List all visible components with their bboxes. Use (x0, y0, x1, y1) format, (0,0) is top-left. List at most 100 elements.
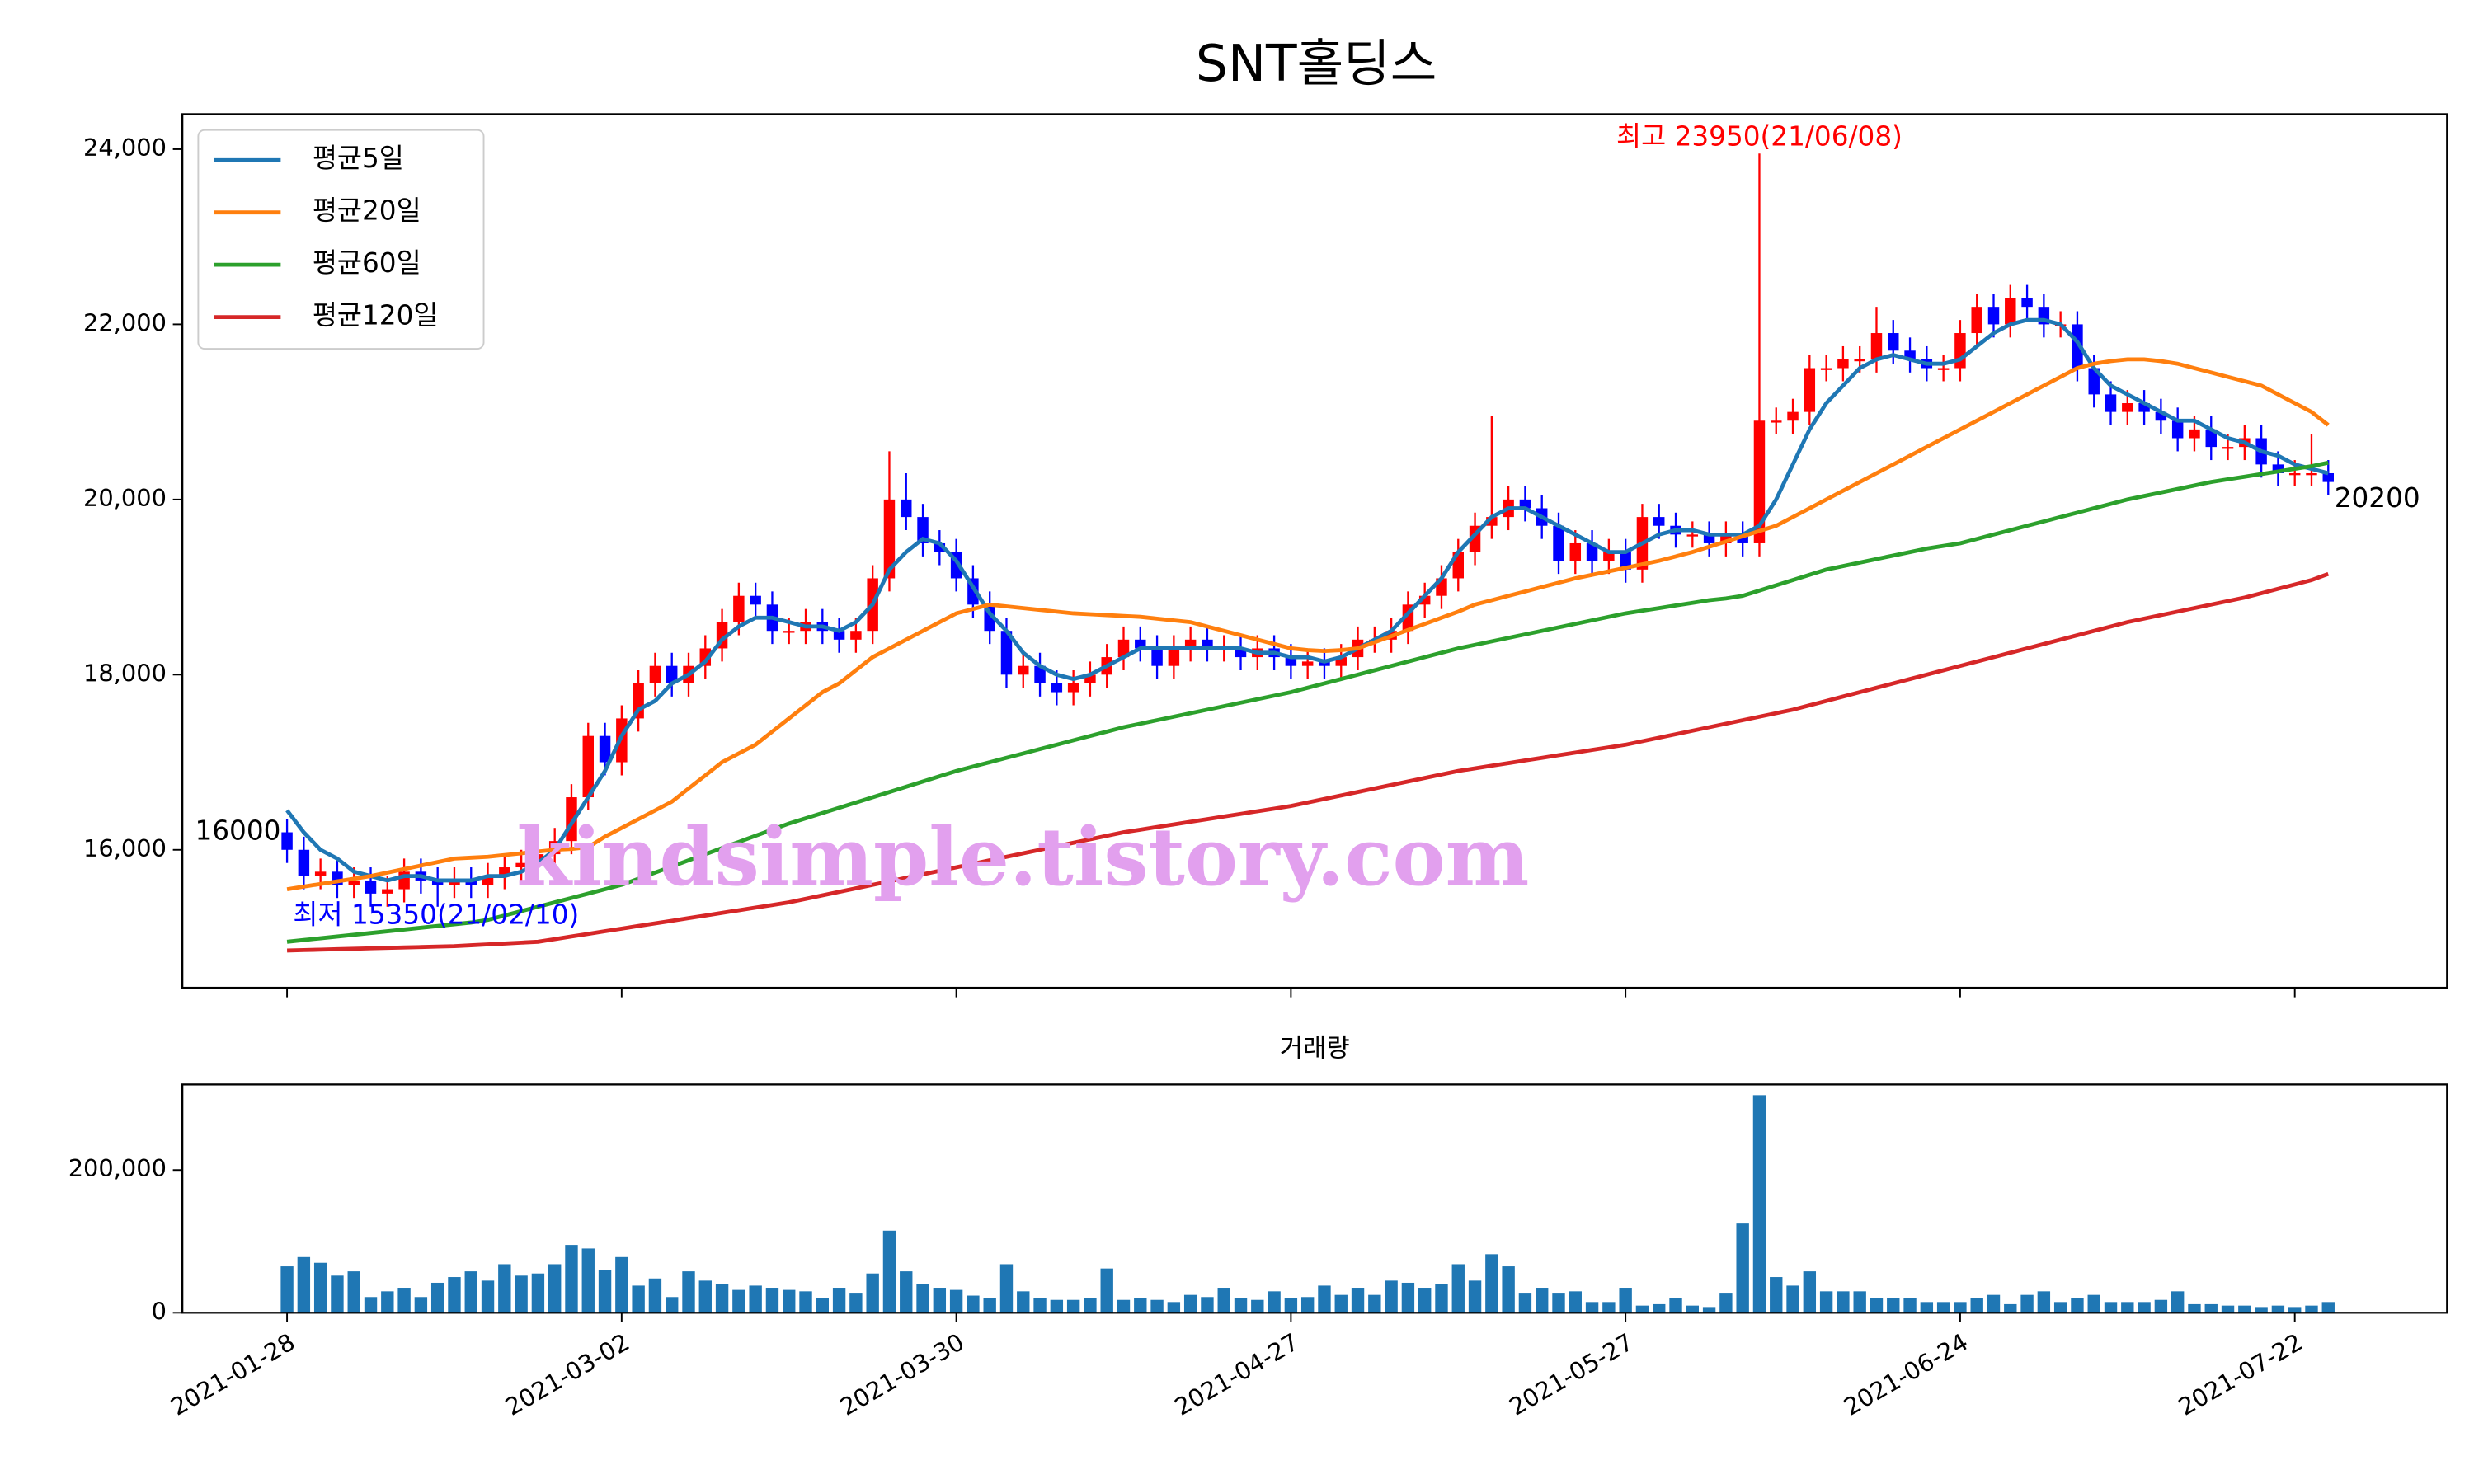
candle-body (1569, 542, 1582, 561)
candle-body (783, 631, 795, 633)
axes-frame (181, 1083, 2448, 1314)
volume-bar (2221, 1305, 2235, 1313)
candle-body (1837, 359, 1849, 369)
ma-line (287, 571, 2330, 953)
volume-bar (2053, 1302, 2067, 1313)
candle-body (2322, 472, 2334, 482)
candle-body (1168, 648, 1180, 666)
volume-bar (381, 1291, 394, 1313)
candle-body (2205, 429, 2217, 448)
volume-bar (515, 1275, 528, 1313)
candle-body (917, 517, 929, 543)
volume-bar (2188, 1303, 2201, 1313)
volume-bar (765, 1288, 779, 1313)
candle-body (883, 499, 896, 579)
candle-body (833, 631, 845, 640)
volume-bar (280, 1266, 294, 1313)
volume-bar (1987, 1294, 2001, 1313)
legend-label: 평균20일 (313, 195, 421, 227)
volume-bar (2004, 1303, 2017, 1313)
volume-bar (933, 1288, 947, 1313)
volume-bar (531, 1273, 545, 1313)
candle-body (1954, 333, 1966, 369)
volume-bar (698, 1280, 712, 1313)
volume-bar (949, 1289, 963, 1313)
candle-body (599, 735, 611, 763)
candle-body (532, 854, 544, 863)
candle-body (1418, 595, 1431, 605)
volume-bar (1552, 1293, 1565, 1313)
volume-bar (1368, 1294, 1381, 1313)
volume-bar (682, 1271, 695, 1313)
candle-body (1051, 683, 1063, 693)
candle-body (1753, 420, 1766, 543)
volume-bar (1819, 1291, 1833, 1313)
y-tick-label: 22,000 (83, 308, 167, 336)
volume-bar (581, 1248, 595, 1313)
volume-bar (816, 1298, 829, 1313)
volume-bar (1936, 1302, 1950, 1313)
volume-bar (882, 1230, 896, 1313)
candle-body (1285, 657, 1297, 666)
candle-body (1737, 534, 1748, 543)
volume-bar (2305, 1305, 2318, 1313)
volume-bar (1318, 1285, 1331, 1313)
volume-bar (2321, 1302, 2335, 1313)
volume-bar (1653, 1303, 1666, 1313)
volume-bar (1770, 1277, 1783, 1313)
ma-line (286, 460, 2329, 944)
candle-body (850, 631, 862, 640)
y-tick-label: 16,000 (83, 834, 167, 862)
volume-bar (2121, 1302, 2134, 1313)
volume-bar (481, 1280, 495, 1313)
candle-body (298, 849, 310, 876)
candle-body (1854, 359, 1865, 362)
candle-body (2122, 403, 2133, 412)
volume-bar (2204, 1303, 2218, 1313)
candle-body (1486, 517, 1498, 526)
volume-bar (313, 1262, 327, 1313)
volume-bar (715, 1284, 729, 1313)
candle-body (1686, 534, 1699, 537)
candle-body (449, 880, 460, 885)
volume-bar (648, 1278, 662, 1313)
volume-bar (2171, 1291, 2185, 1313)
volume-bar (1334, 1294, 1348, 1313)
volume-bar (900, 1271, 913, 1313)
volume-bar (1418, 1288, 1432, 1313)
volume-bar (1602, 1302, 1616, 1313)
volume-bar (1686, 1305, 1699, 1313)
candle-body (1319, 661, 1330, 666)
volume-bar (1536, 1288, 1549, 1313)
volume-bar (2037, 1291, 2051, 1313)
volume-bar (1150, 1299, 1164, 1313)
volume-bar (364, 1297, 378, 1313)
volume-bar (565, 1245, 578, 1313)
candle-body (2272, 464, 2284, 473)
legend-label: 평균120일 (313, 300, 439, 331)
candle-body (281, 832, 293, 850)
volume-bar (1217, 1288, 1230, 1313)
axes-frame (181, 113, 2448, 989)
volume-bar (1284, 1298, 1298, 1313)
candle-body (2222, 447, 2234, 449)
candle-body (465, 880, 477, 885)
volume-bar (1970, 1298, 1983, 1313)
y-tick-label: 200,000 (68, 1154, 167, 1182)
volume-bar (1719, 1293, 1733, 1313)
candle-body (1018, 665, 1029, 675)
candle-body (1603, 552, 1615, 561)
volume-bar (2255, 1307, 2268, 1313)
volume-bar (297, 1256, 311, 1313)
candle-body (1904, 350, 1916, 359)
volume-bar (1619, 1288, 1632, 1313)
candle-body (1787, 411, 1799, 421)
volume-bar (866, 1273, 879, 1313)
candle-body (515, 862, 527, 868)
candle-body (1553, 525, 1564, 561)
volume-bar (1167, 1302, 1181, 1313)
candle-body (1000, 631, 1013, 675)
volume-bar (1251, 1299, 1264, 1313)
volume-bar (1903, 1298, 1917, 1313)
volume-bar (1134, 1298, 1147, 1313)
